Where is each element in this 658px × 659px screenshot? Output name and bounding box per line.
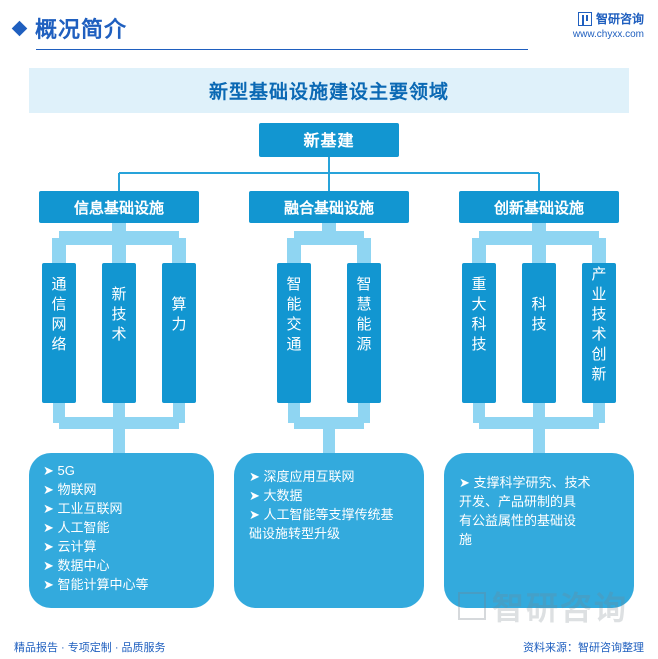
col-1-0: 智 能 交 通 xyxy=(277,263,311,403)
branch-1: 融合基础设施 xyxy=(249,191,409,223)
col-2-2-t2: 技 xyxy=(591,306,606,323)
connector-b2 xyxy=(479,223,599,263)
svg-text:➤ 深度应用互联网: ➤ 深度应用互联网 xyxy=(249,469,355,484)
col-2-0: 重 大 科 技 xyxy=(462,263,496,403)
col-0-0: 通 信 网 络 xyxy=(42,263,76,403)
col-0-2-t1: 力 xyxy=(171,316,186,333)
branch-1-label: 融合基础设施 xyxy=(284,199,374,217)
col-0-2: 算 力 xyxy=(162,263,196,403)
header-underline xyxy=(36,49,528,50)
svg-text:➤ 智能计算中心等: ➤ 智能计算中心等 xyxy=(43,577,149,592)
col-0-0-t3: 络 xyxy=(51,336,66,353)
branch-2: 创新基础设施 xyxy=(459,191,619,223)
footer-left: 精品报告 · 专项定制 · 品质服务 xyxy=(14,639,166,655)
col-2-0-t1: 大 xyxy=(471,296,486,313)
col-1-1-t1: 慧 xyxy=(356,296,371,313)
col-0-1: 新 技 术 xyxy=(102,263,136,403)
svg-text:开发、产品研制的具: 开发、产品研制的具 xyxy=(459,494,576,509)
col-0-1-t0: 新 xyxy=(111,286,126,303)
connector-root xyxy=(119,157,539,191)
col-0-1-t2: 术 xyxy=(111,326,126,343)
brand-text: 智研咨询 xyxy=(596,10,644,27)
col-2-2-t3: 术 xyxy=(591,326,606,343)
col-2-0-t0: 重 xyxy=(471,276,486,293)
connector-b1 xyxy=(294,223,364,263)
banner-title: 新型基础设施建设主要领域 xyxy=(29,68,629,113)
col-2-1: 科 技 xyxy=(522,263,556,403)
svg-text:➤ 大数据: ➤ 大数据 xyxy=(249,488,303,503)
svg-text:➤ 人工智能: ➤ 人工智能 xyxy=(43,520,110,535)
svg-text:施: 施 xyxy=(459,532,472,547)
branch-0-label: 信息基础设施 xyxy=(74,199,164,217)
col-1-0-t2: 交 xyxy=(286,315,301,333)
branch-2-label: 创新基础设施 xyxy=(493,199,584,217)
col-1-1-t2: 能 xyxy=(356,316,371,333)
svg-text:➤ 物联网: ➤ 物联网 xyxy=(43,482,97,497)
col-0-0-t1: 信 xyxy=(51,296,66,313)
col-1-1-t0: 智 xyxy=(356,275,371,293)
col-2-2: 产 业 技 术 创 新 xyxy=(582,263,616,403)
col-1-0-t1: 能 xyxy=(286,296,301,313)
svg-text:有公益属性的基础设: 有公益属性的基础设 xyxy=(459,513,576,528)
svg-text:➤ 人工智能等支撑传统基: ➤ 人工智能等支撑传统基 xyxy=(249,507,394,522)
footer-right: 资料来源：智研咨询整理 xyxy=(523,639,644,655)
col-0-2-t0: 算 xyxy=(171,295,186,313)
col-1-0-t0: 智 xyxy=(286,275,301,293)
header-brand: 智研咨询 www.chyxx.com xyxy=(573,10,644,40)
col-2-2-t0: 产 xyxy=(591,266,606,283)
col-2-2-t1: 业 xyxy=(591,286,606,303)
svg-text:➤ 云计算: ➤ 云计算 xyxy=(43,539,97,554)
col-0-0-t0: 通 xyxy=(51,276,66,293)
brand-url: www.chyxx.com xyxy=(573,29,644,40)
col-1-1-t3: 源 xyxy=(356,336,371,353)
svg-text:➤ 数据中心: ➤ 数据中心 xyxy=(43,558,110,573)
page-title: 概况简介 xyxy=(35,12,127,44)
col-2-1-t0: 科 xyxy=(531,296,546,313)
col-2-0-t3: 技 xyxy=(471,336,486,353)
col-2-1-t1: 技 xyxy=(531,316,546,333)
diamond-icon xyxy=(12,20,28,36)
connector-b1-down xyxy=(294,403,364,453)
connector-b0-down xyxy=(59,403,179,453)
col-2-2-t4: 创 xyxy=(591,346,606,363)
footer: 精品报告 · 专项定制 · 品质服务 资料来源：智研咨询整理 xyxy=(0,639,658,655)
branch-0: 信息基础设施 xyxy=(39,191,199,223)
col-2-0-t2: 科 xyxy=(471,316,486,333)
root-label: 新基建 xyxy=(303,131,354,150)
svg-text:➤ 支撑科学研究、技术: ➤ 支撑科学研究、技术 xyxy=(459,475,591,490)
connector-b0 xyxy=(59,223,179,263)
header: 概况简介 智研咨询 www.chyxx.com xyxy=(0,0,658,50)
col-0-1-t1: 技 xyxy=(111,306,126,323)
col-0-0-t2: 网 xyxy=(51,316,66,333)
col-1-1: 智 慧 能 源 xyxy=(347,263,381,403)
svg-text:➤ 工业互联网: ➤ 工业互联网 xyxy=(43,501,123,516)
col-1-0-t3: 通 xyxy=(286,336,301,353)
svg-text:➤ 5G: ➤ 5G xyxy=(43,463,75,478)
brand-icon xyxy=(578,12,592,26)
col-2-2-t5: 新 xyxy=(591,366,606,383)
connector-b2-down xyxy=(479,403,599,453)
svg-text:础设施转型升级: 础设施转型升级 xyxy=(249,526,340,541)
hierarchy-diagram: 新基建 信息基础设施 融合基础设施 创新基础设施 通 信 网 络 新 技 术 算… xyxy=(9,113,649,653)
